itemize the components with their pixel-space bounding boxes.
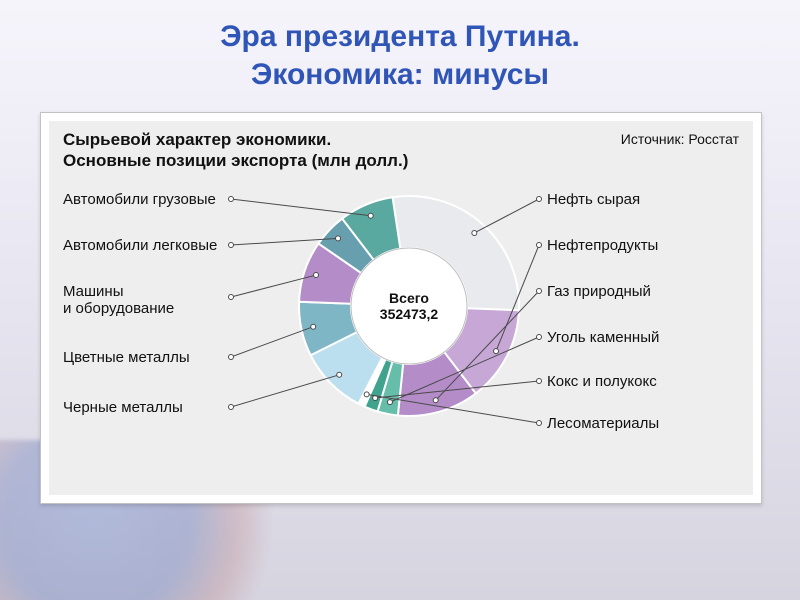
slide-title-line2: Экономика: минусы bbox=[0, 56, 800, 94]
slide-title-line1: Эра президента Путина. bbox=[0, 18, 800, 56]
label-ferrous: Черные металлы bbox=[63, 399, 183, 416]
slide-title: Эра президента Путина. Экономика: минусы bbox=[0, 0, 800, 93]
slide: Эра президента Путина. Экономика: минусы… bbox=[0, 0, 800, 600]
chart-title-line1: Сырьевой характер экономики. bbox=[63, 129, 408, 150]
chart-source: Источник: Росстат bbox=[621, 131, 739, 147]
donut-chart: Всего 352473,2 bbox=[294, 191, 524, 421]
chart-panel: Сырьевой характер экономики. Основные по… bbox=[40, 112, 762, 504]
donut-center: Всего 352473,2 bbox=[380, 290, 438, 322]
label-coke: Кокс и полукокс bbox=[547, 373, 657, 390]
label-coal: Уголь каменный bbox=[547, 329, 659, 346]
label-cars: Автомобили легковые bbox=[63, 237, 217, 254]
label-oil-products: Нефтепродукты bbox=[547, 237, 658, 254]
label-crude-oil: Нефть сырая bbox=[547, 191, 640, 208]
chart-title: Сырьевой характер экономики. Основные по… bbox=[63, 129, 408, 172]
donut-center-label: Всего bbox=[380, 290, 438, 306]
chart-title-line2: Основные позиции экспорта (млн долл.) bbox=[63, 150, 408, 171]
chart-panel-inner: Сырьевой характер экономики. Основные по… bbox=[49, 121, 753, 495]
label-timber: Лесоматериалы bbox=[547, 415, 659, 432]
label-machinery: Машиныи оборудование bbox=[63, 283, 174, 318]
label-trucks: Автомобили грузовые bbox=[63, 191, 216, 208]
label-natural-gas: Газ природный bbox=[547, 283, 651, 300]
label-nonferrous: Цветные металлы bbox=[63, 349, 190, 366]
donut-center-value: 352473,2 bbox=[380, 306, 438, 322]
